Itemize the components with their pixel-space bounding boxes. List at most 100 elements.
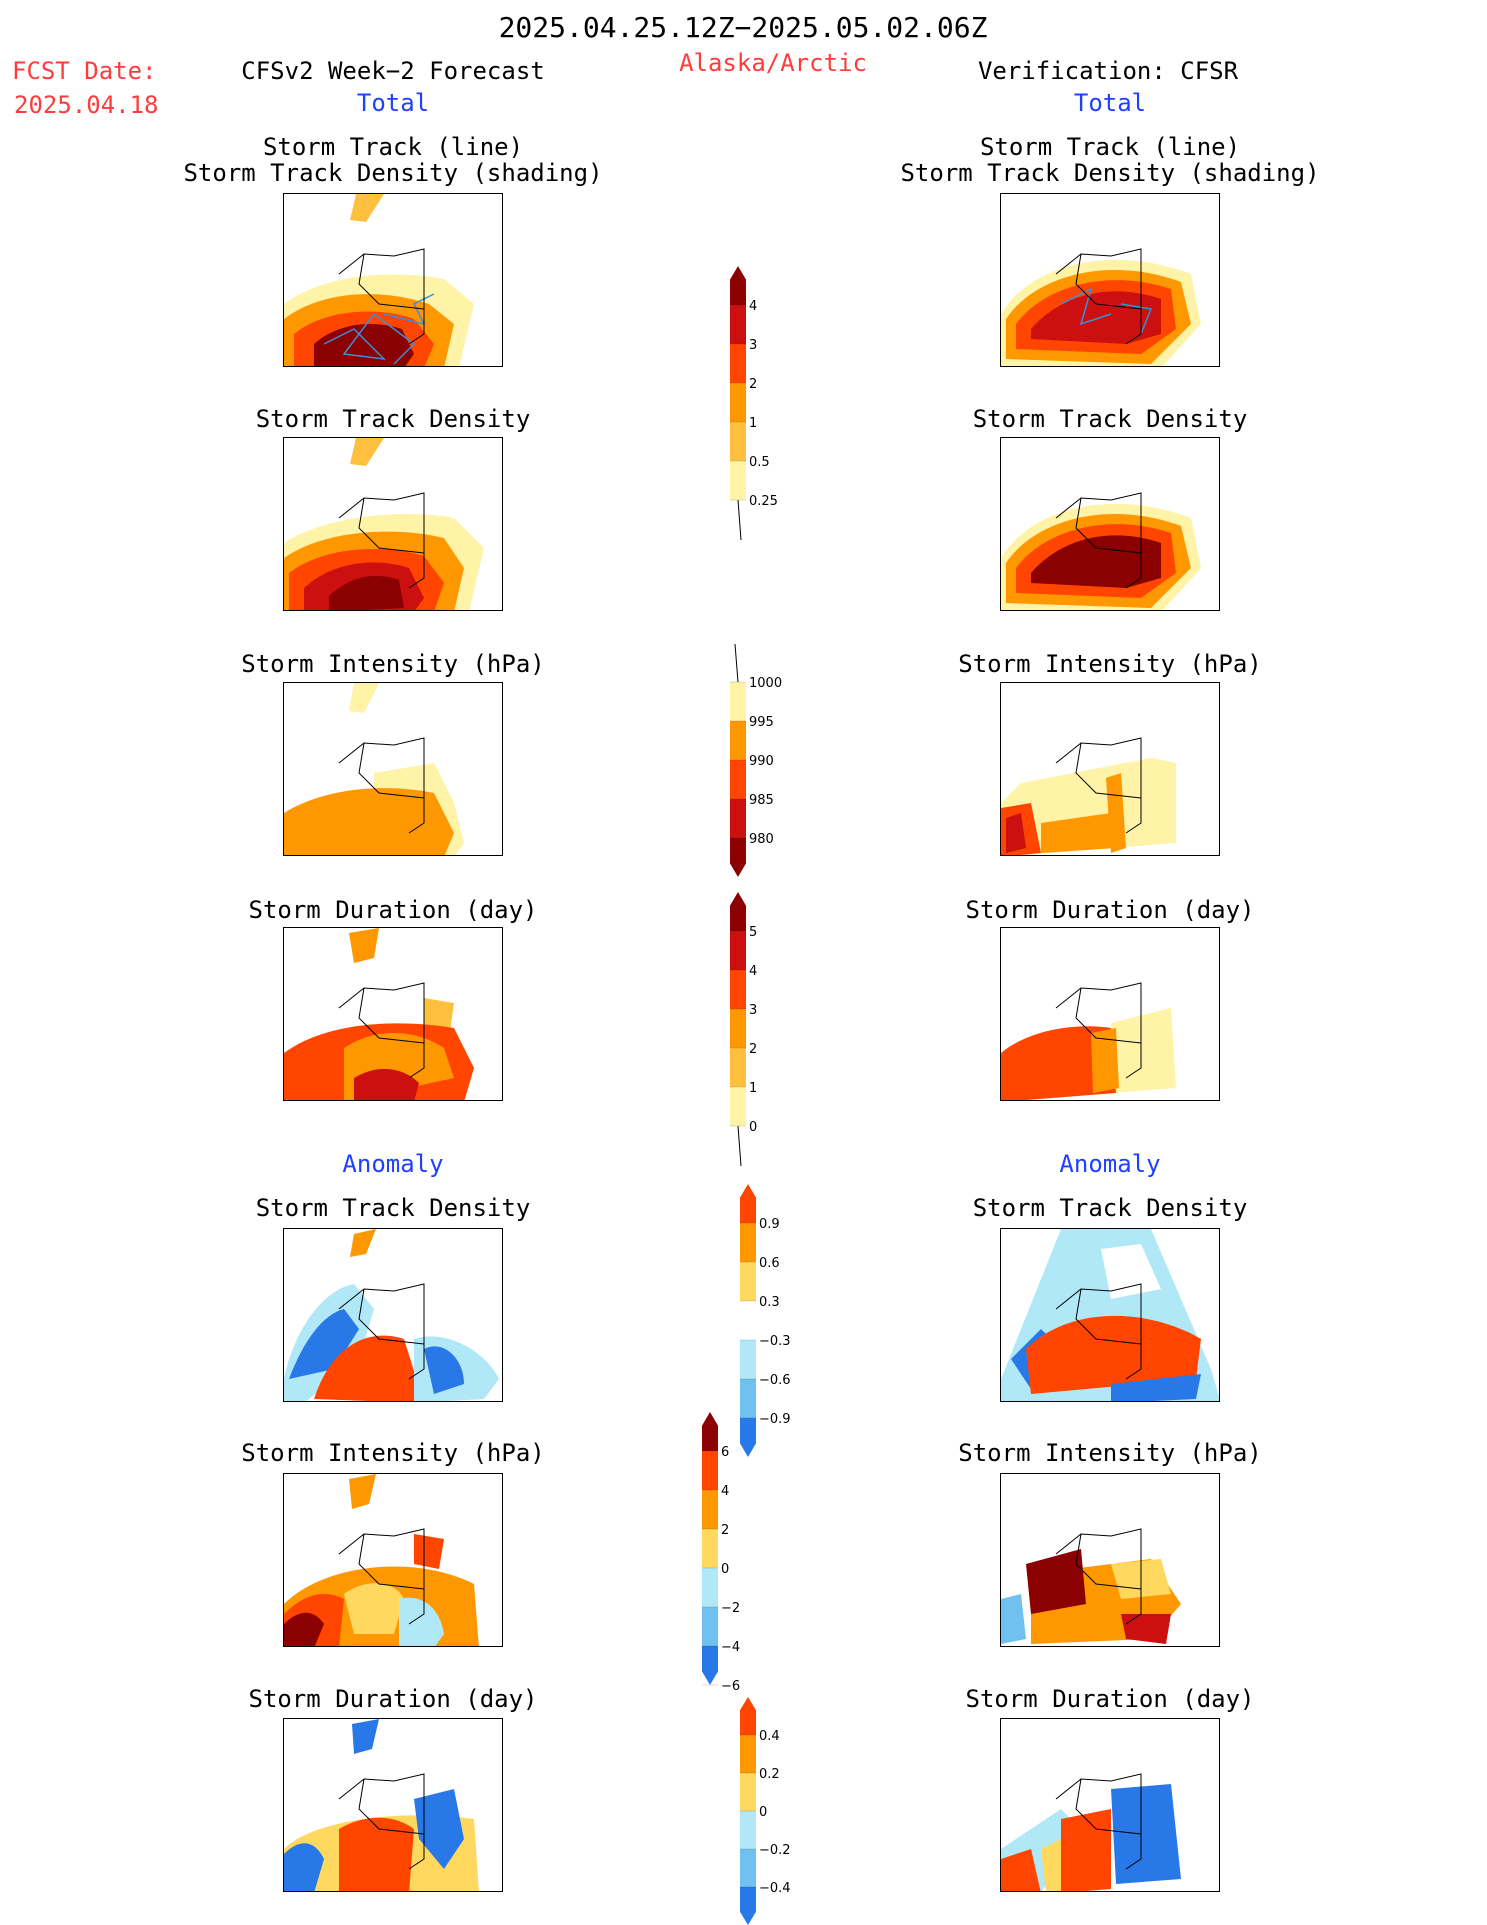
forecast-title: CFSv2 Week−2 Forecast bbox=[241, 57, 545, 85]
colorbar-segment bbox=[730, 682, 746, 721]
map-forecast-intensity-anomaly bbox=[283, 1473, 503, 1647]
map-forecast-density-anomaly bbox=[283, 1228, 503, 1402]
colorbar-label: 995 bbox=[749, 715, 774, 730]
colorbar-label: 5 bbox=[749, 925, 757, 940]
colorbar-segment bbox=[730, 305, 746, 344]
fcst-date-value: 2025.04.18 bbox=[14, 91, 159, 119]
colorbar-segment bbox=[730, 838, 746, 877]
colorbar-label: −2 bbox=[721, 1601, 740, 1616]
colorbar-segment bbox=[702, 1490, 718, 1529]
colorbar-label: 0.3 bbox=[759, 1295, 780, 1310]
map-verification-density bbox=[1000, 437, 1220, 611]
colorbar-segment bbox=[730, 383, 746, 422]
colorbar-label: 0.2 bbox=[759, 1767, 780, 1782]
colorbar-segment bbox=[730, 1087, 746, 1126]
colorbar-segment bbox=[740, 1735, 756, 1773]
colorbar-segment bbox=[740, 1379, 756, 1418]
map-verification-track bbox=[1000, 193, 1220, 367]
colorbar-segment bbox=[740, 1849, 756, 1887]
colorbar-label: 2 bbox=[721, 1523, 729, 1538]
colorbar-label: 0 bbox=[721, 1562, 729, 1577]
colorbar-segment bbox=[730, 266, 746, 305]
colorbar-label: 3 bbox=[749, 338, 757, 353]
left-intensity-title: Storm Intensity (hPa) bbox=[241, 650, 545, 678]
colorbar-segment bbox=[730, 760, 746, 799]
colorbar-label: 1000 bbox=[749, 676, 782, 691]
colorbar-label: 0.25 bbox=[749, 494, 778, 509]
fcst-date-label: FCST Date: bbox=[12, 57, 157, 85]
colorbar-segment bbox=[740, 1223, 756, 1262]
colorbar-segment bbox=[730, 344, 746, 383]
anomaly-label-left: Anomaly bbox=[342, 1150, 444, 1178]
colorbar-label: 980 bbox=[749, 832, 774, 847]
left-anom-duration-title: Storm Duration (day) bbox=[248, 1685, 538, 1713]
colorbar-label: 6 bbox=[721, 1445, 729, 1460]
colorbar-label: −0.3 bbox=[759, 1334, 791, 1349]
colorbar-label: −0.4 bbox=[759, 1881, 791, 1896]
right-anom-duration-title: Storm Duration (day) bbox=[965, 1685, 1255, 1713]
total-label-right: Total bbox=[1073, 89, 1147, 117]
right-intensity-title: Storm Intensity (hPa) bbox=[958, 650, 1262, 678]
anomaly-label-right: Anomaly bbox=[1059, 1150, 1161, 1178]
colorbar-segment bbox=[730, 799, 746, 838]
colorbar-label: 985 bbox=[749, 793, 774, 808]
colorbar-segment bbox=[702, 1529, 718, 1568]
colorbar-label: 0.6 bbox=[759, 1256, 780, 1271]
colorbar-intensity-anomaly: 6 4 2 0 −2 −4 −6 bbox=[702, 1412, 740, 1694]
colorbar-label: 1 bbox=[749, 416, 757, 431]
colorbar-label: 4 bbox=[721, 1484, 729, 1499]
map-verification-duration-anomaly bbox=[1000, 1718, 1220, 1892]
right-anom-density-title: Storm Track Density bbox=[972, 1194, 1248, 1222]
colorbar-tail bbox=[734, 643, 739, 683]
left-anom-density-title: Storm Track Density bbox=[255, 1194, 531, 1222]
map-verification-duration bbox=[1000, 927, 1220, 1101]
map-forecast-track bbox=[283, 193, 503, 367]
colorbar-segment bbox=[702, 1646, 718, 1685]
colorbar-label: 0.5 bbox=[749, 455, 770, 470]
colorbar-density-anomaly: 0.9 0.6 0.3 −0.3 −0.6 −0.9 bbox=[740, 1184, 791, 1457]
colorbar-segment bbox=[702, 1451, 718, 1490]
right-track-density-shading-title: Storm Track Density (shading) bbox=[900, 159, 1320, 187]
colorbar-segment bbox=[740, 1811, 756, 1849]
colorbar-label: 2 bbox=[749, 377, 757, 392]
map-forecast-duration-anomaly bbox=[283, 1718, 503, 1892]
left-duration-title: Storm Duration (day) bbox=[248, 896, 538, 924]
colorbar-density-total: 4 3 2 1 0.5 0.25 bbox=[730, 266, 778, 541]
colorbar-label: 4 bbox=[749, 299, 757, 314]
right-anom-intensity-title: Storm Intensity (hPa) bbox=[958, 1439, 1262, 1467]
colorbar-label: 990 bbox=[749, 754, 774, 769]
verification-title: Verification: CFSR bbox=[977, 57, 1239, 85]
colorbar-tail bbox=[737, 1125, 742, 1167]
colorbar-label: −0.2 bbox=[759, 1843, 791, 1858]
colorbar-tail bbox=[737, 499, 742, 541]
colorbar-label: −0.6 bbox=[759, 1373, 791, 1388]
colorbar-segment bbox=[702, 1607, 718, 1646]
right-duration-title: Storm Duration (day) bbox=[965, 896, 1255, 924]
left-track-line-title: Storm Track (line) bbox=[262, 133, 524, 161]
colorbar-label: 0.9 bbox=[759, 1217, 780, 1232]
region-label: Alaska/Arctic bbox=[679, 49, 867, 77]
right-track-density-title: Storm Track Density bbox=[972, 405, 1248, 433]
map-verification-intensity-anomaly bbox=[1000, 1473, 1220, 1647]
left-track-density-shading-title: Storm Track Density (shading) bbox=[183, 159, 603, 187]
left-anom-intensity-title: Storm Intensity (hPa) bbox=[241, 1439, 545, 1467]
colorbar-segment bbox=[730, 1048, 746, 1087]
colorbar-label: 2 bbox=[749, 1042, 757, 1057]
map-verification-density-anomaly bbox=[1000, 1228, 1220, 1402]
colorbar-label: −6 bbox=[721, 1679, 740, 1694]
colorbar-label: 4 bbox=[749, 964, 757, 979]
colorbar-segment bbox=[740, 1340, 756, 1379]
colorbar-segment bbox=[730, 1009, 746, 1048]
left-track-density-title: Storm Track Density bbox=[255, 405, 531, 433]
map-verification-intensity bbox=[1000, 682, 1220, 856]
colorbar-intensity-total: 1000 995 990 985 980 bbox=[730, 643, 782, 877]
right-track-line-title: Storm Track (line) bbox=[979, 133, 1241, 161]
colorbar-label: 1 bbox=[749, 1081, 757, 1096]
colorbar-segment bbox=[702, 1568, 718, 1607]
colorbar-segment bbox=[740, 1418, 756, 1457]
map-forecast-intensity bbox=[283, 682, 503, 856]
colorbar-duration-anomaly: 0.4 0.2 0 −0.2 −0.4 bbox=[740, 1697, 791, 1925]
colorbar-label: 0 bbox=[749, 1120, 757, 1135]
colorbar-segment bbox=[730, 892, 746, 931]
colorbar-label: 3 bbox=[749, 1003, 757, 1018]
